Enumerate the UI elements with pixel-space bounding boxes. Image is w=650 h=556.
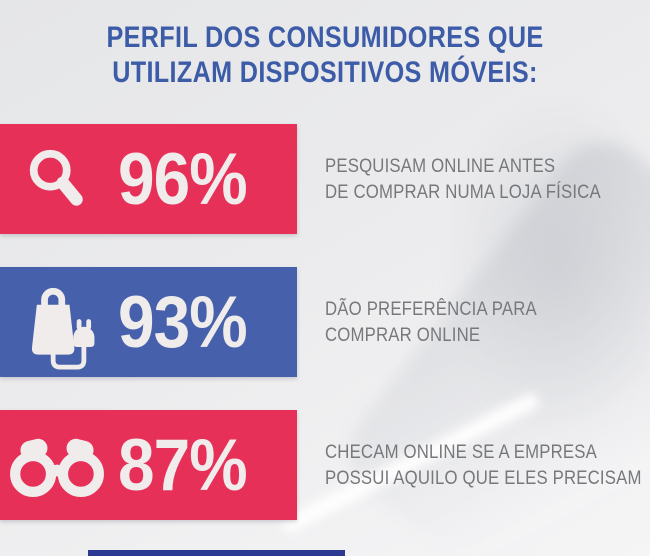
stat-description-line1: PESQUISAM ONLINE ANTES bbox=[325, 155, 556, 177]
stat-description-line1: DÃO PREFERÊNCIA PARA bbox=[325, 298, 537, 320]
stat-value: 87% bbox=[118, 424, 248, 506]
stat-bar-check-online: 87% bbox=[0, 410, 297, 520]
stat-value: 93% bbox=[118, 281, 248, 363]
stat-row-research-online: 96% PESQUISAM ONLINE ANTES DE COMPRAR NU… bbox=[0, 124, 646, 234]
stat-description: PESQUISAM ONLINE ANTES DE COMPRAR NUMA L… bbox=[325, 153, 601, 205]
background-hand-shape bbox=[400, 30, 650, 500]
page-title-line1: PERFIL DOS CONSUMIDORES QUE bbox=[106, 21, 544, 54]
page-title: PERFIL DOS CONSUMIDORES QUE UTILIZAM DIS… bbox=[52, 20, 598, 90]
stat-description-line1: CHECAM ONLINE SE A EMPRESA bbox=[325, 441, 597, 463]
stat-row-check-online: 87% CHECAM ONLINE SE A EMPRESA POSSUI AQ… bbox=[0, 410, 650, 520]
shopping-bag-plug-icon bbox=[6, 274, 108, 370]
stat-row-buy-online: 93% DÃO PREFERÊNCIA PARA COMPRAR ONLINE bbox=[0, 267, 571, 377]
stat-bar-research-online: 96% bbox=[0, 124, 297, 234]
next-section-bar-sliver bbox=[88, 550, 345, 556]
stat-description-line2: POSSUI AQUILO QUE ELES PRECISAM bbox=[325, 467, 642, 489]
stat-description-line2: DE COMPRAR NUMA LOJA FÍSICA bbox=[325, 181, 601, 203]
binoculars-icon bbox=[6, 433, 108, 497]
magnifier-icon bbox=[6, 145, 108, 213]
stat-description: CHECAM ONLINE SE A EMPRESA POSSUI AQUILO… bbox=[325, 439, 642, 491]
page-title-line2: UTILIZAM DISPOSITIVOS MÓVEIS: bbox=[112, 56, 538, 89]
stat-bar-buy-online: 93% bbox=[0, 267, 297, 377]
stat-value: 96% bbox=[118, 138, 248, 220]
stat-description-line2: COMPRAR ONLINE bbox=[325, 324, 481, 346]
stat-description: DÃO PREFERÊNCIA PARA COMPRAR ONLINE bbox=[325, 296, 537, 348]
